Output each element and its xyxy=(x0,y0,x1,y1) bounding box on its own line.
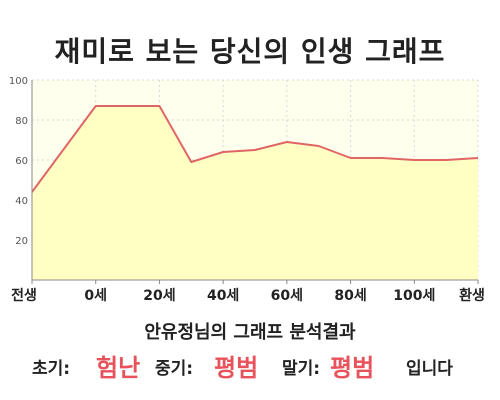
early-value: 험난 xyxy=(96,354,141,382)
x-tick-label: 전생 xyxy=(11,287,37,304)
x-tick-label: 20세 xyxy=(143,288,175,304)
x-tick-label: 0세 xyxy=(84,288,107,304)
middle-value: 평범 xyxy=(214,354,259,382)
y-tick-label: 20 xyxy=(15,236,28,247)
x-tick-label: 100세 xyxy=(393,288,435,304)
x-tick-label: 40세 xyxy=(207,288,239,304)
y-tick-label: 100 xyxy=(9,76,28,87)
late-label: 말기: xyxy=(282,359,321,379)
early-label: 초기: xyxy=(32,359,71,379)
result-heading: 안유정님의 그래프 분석결과 xyxy=(144,322,356,343)
result-suffix: 입니다 xyxy=(406,359,453,379)
x-tick-label: 환생 xyxy=(459,287,485,304)
x-tick-label: 80세 xyxy=(334,288,366,304)
result-summary: 초기: 험난 중기: 평범 말기: 평범 입니다 xyxy=(0,346,500,386)
y-tick-label: 60 xyxy=(15,156,28,167)
series-line xyxy=(31,105,479,193)
late-value: 평범 xyxy=(330,354,375,382)
series-area xyxy=(32,106,478,280)
x-tick-label: 60세 xyxy=(271,288,303,304)
chart-title: 재미로 보는 당신의 인생 그래프 xyxy=(54,35,446,68)
y-tick-label: 80 xyxy=(15,116,28,127)
y-tick-label: 40 xyxy=(15,196,28,207)
middle-label: 중기: xyxy=(155,359,194,379)
